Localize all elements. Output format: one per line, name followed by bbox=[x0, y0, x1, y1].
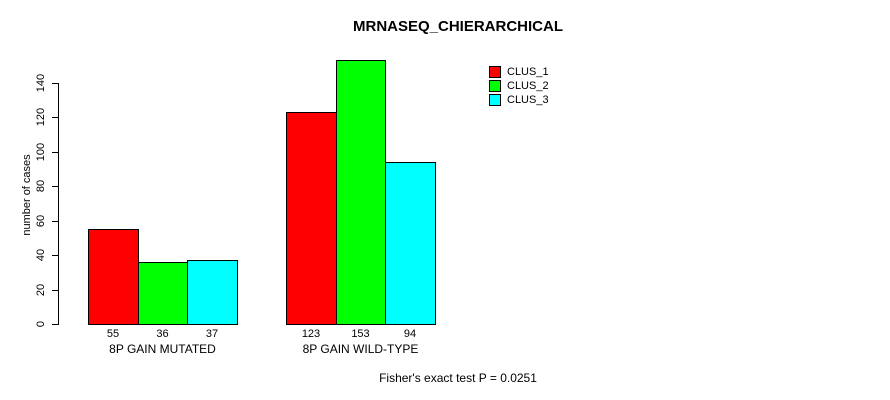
y-axis-tick-label: 0 bbox=[35, 320, 47, 328]
category-label: 8P GAIN WILD-TYPE bbox=[302, 342, 419, 356]
legend-item-clus_2: CLUS_2 bbox=[489, 80, 549, 92]
legend-swatch-clus_2 bbox=[489, 80, 501, 92]
category-label: 8P GAIN MUTATED bbox=[109, 342, 216, 356]
y-axis-tick-label: 140 bbox=[35, 73, 47, 93]
bar-value-label: 123 bbox=[301, 328, 321, 340]
bar-value-label: 36 bbox=[156, 328, 169, 340]
bar-value-label: 94 bbox=[403, 328, 417, 340]
legend-swatch-clus_1 bbox=[489, 66, 501, 78]
legend-label: CLUS_2 bbox=[507, 80, 549, 92]
bar-clus_1-group2 bbox=[286, 112, 337, 325]
annotation-text: Fisher's exact test P = 0.0251 bbox=[379, 371, 537, 385]
y-axis-line bbox=[58, 83, 59, 325]
legend-swatch-clus_3 bbox=[489, 94, 501, 106]
bar-clus_3-group1 bbox=[187, 260, 238, 325]
bar-value-label: 37 bbox=[205, 328, 219, 340]
y-axis-tick-label: 80 bbox=[35, 179, 47, 193]
bar-clus_2-group2 bbox=[336, 60, 386, 325]
legend-item-clus_1: CLUS_1 bbox=[489, 66, 549, 78]
chart-title: MRNASEQ_CHIERARCHICAL bbox=[352, 18, 564, 35]
bar-clus_3-group2 bbox=[385, 162, 436, 325]
bar-clus_2-group1 bbox=[138, 262, 188, 325]
legend-item-clus_3: CLUS_3 bbox=[489, 94, 549, 106]
y-axis-tick-label: 120 bbox=[35, 107, 47, 127]
bar-clus_1-group1 bbox=[88, 229, 139, 325]
y-axis-tick bbox=[52, 255, 58, 256]
bar-value-label: 55 bbox=[106, 328, 120, 340]
y-axis-tick-label: 20 bbox=[35, 283, 47, 297]
legend: CLUS_1 CLUS_2 CLUS_3 bbox=[489, 66, 549, 108]
y-axis-tick bbox=[52, 290, 58, 291]
legend-label: CLUS_3 bbox=[507, 94, 549, 106]
y-axis-tick-label: 100 bbox=[35, 142, 47, 162]
y-axis-tick bbox=[52, 186, 58, 187]
y-axis-tick bbox=[52, 324, 58, 325]
y-axis-tick bbox=[52, 117, 58, 118]
y-axis-tick bbox=[52, 221, 58, 222]
y-axis-tick-label: 60 bbox=[35, 214, 47, 228]
bar-value-label: 153 bbox=[351, 328, 370, 340]
y-axis-tick bbox=[52, 152, 58, 153]
y-axis-tick-label: 40 bbox=[35, 248, 47, 262]
legend-label: CLUS_1 bbox=[507, 66, 549, 78]
y-axis-tick bbox=[52, 83, 58, 84]
